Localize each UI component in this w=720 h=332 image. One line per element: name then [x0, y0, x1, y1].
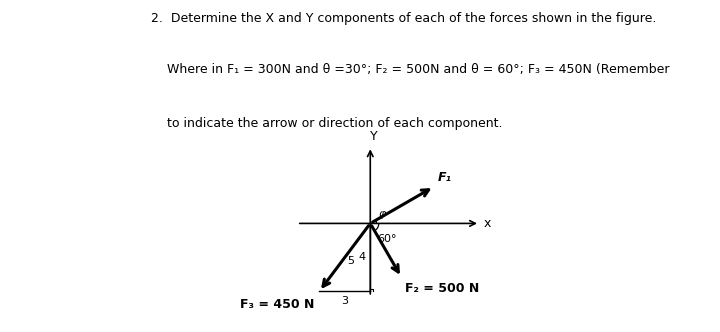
Text: F₂ = 500 N: F₂ = 500 N: [405, 282, 480, 295]
Text: 5: 5: [347, 257, 354, 267]
Text: F₁: F₁: [438, 171, 451, 184]
Text: 3: 3: [341, 296, 348, 306]
Text: 2.  Determine the X and Y components of each of the forces shown in the figure.: 2. Determine the X and Y components of e…: [151, 12, 657, 25]
Text: 60°: 60°: [377, 234, 397, 244]
Text: φ: φ: [378, 209, 386, 219]
Text: 4: 4: [359, 252, 366, 262]
Text: Y: Y: [370, 130, 377, 143]
Text: Where in F₁ = 300N and θ =30°; F₂ = 500N and θ = 60°; F₃ = 450N (Remember: Where in F₁ = 300N and θ =30°; F₂ = 500N…: [151, 63, 670, 76]
Text: F₃ = 450 N: F₃ = 450 N: [240, 298, 315, 311]
Text: to indicate the arrow or direction of each component.: to indicate the arrow or direction of ea…: [151, 117, 503, 129]
Text: x: x: [484, 217, 491, 230]
